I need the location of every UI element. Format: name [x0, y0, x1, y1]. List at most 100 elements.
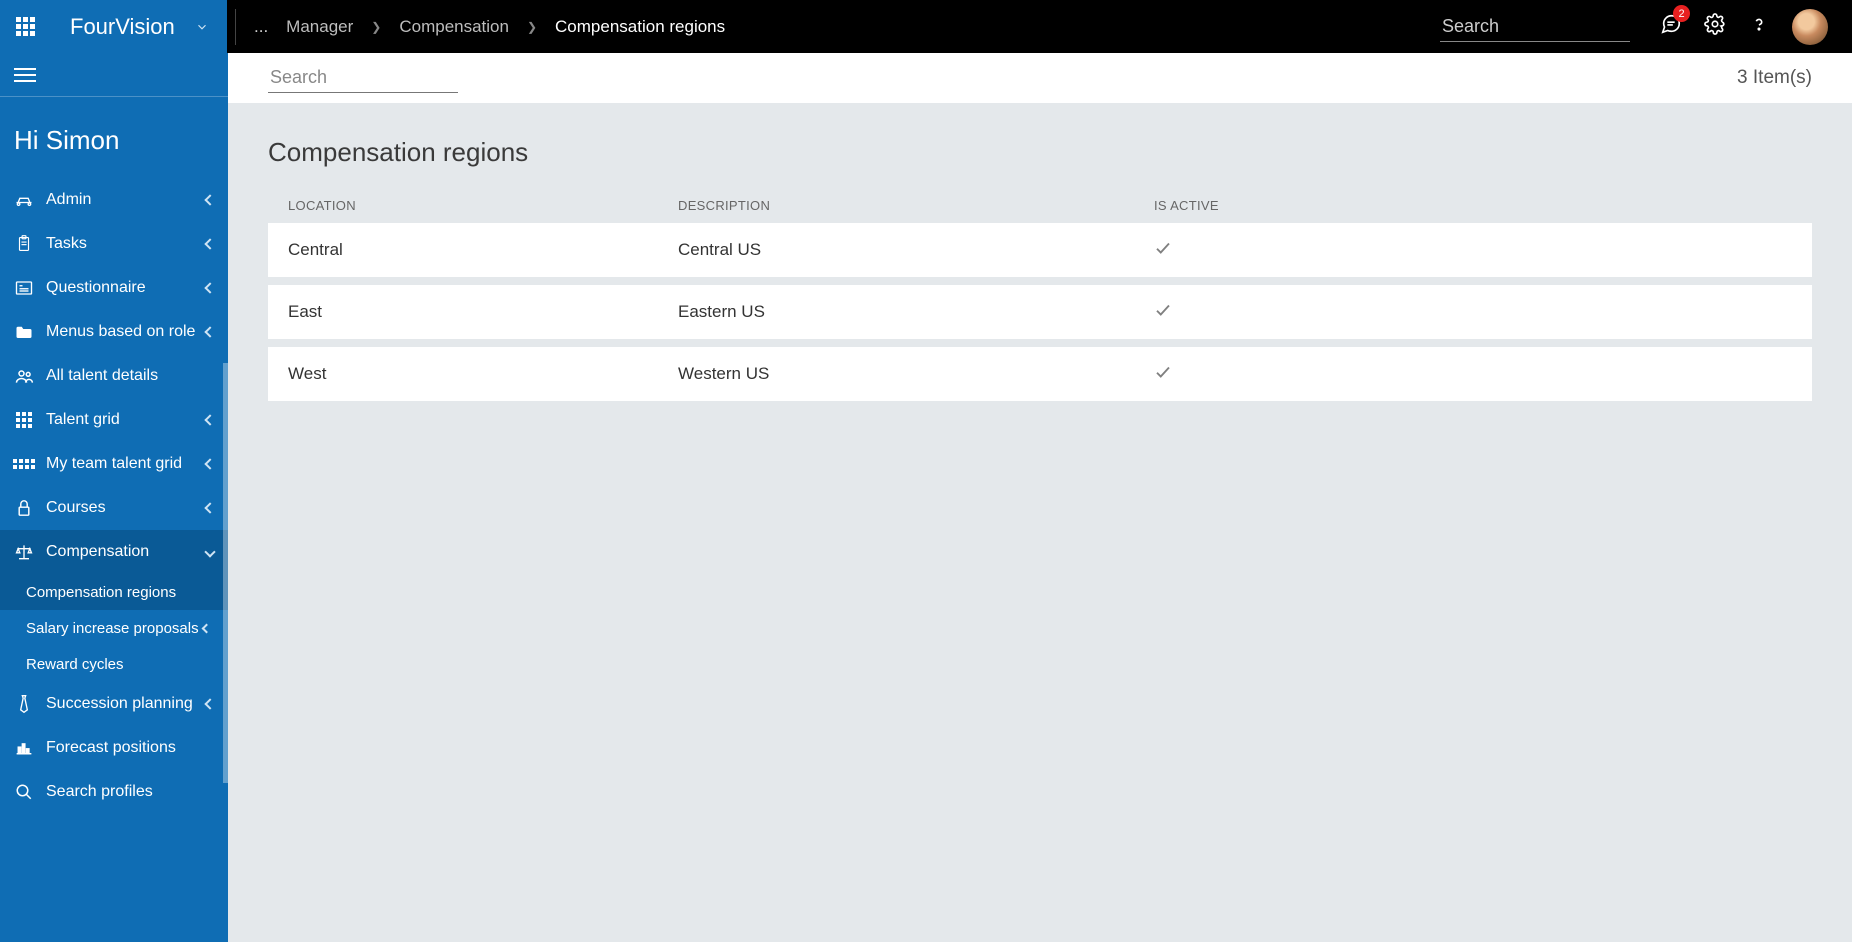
- sidebar-subitem-salary-proposals[interactable]: Salary increase proposals: [0, 610, 228, 646]
- gear-icon: [1704, 13, 1726, 35]
- brand-name: FourVision: [70, 14, 175, 40]
- filter-bar: 3 Item(s): [228, 53, 1852, 103]
- nav-label: Succession planning: [46, 695, 206, 713]
- chevron-left-icon: [204, 238, 215, 249]
- sidebar-item-team-grid[interactable]: My team talent grid: [0, 442, 228, 486]
- cell-location: West: [288, 364, 678, 384]
- breadcrumb-manager[interactable]: Manager: [286, 17, 353, 37]
- nav-label: Courses: [46, 499, 206, 517]
- chevron-down-icon: [195, 20, 209, 34]
- help-button[interactable]: [1748, 13, 1770, 40]
- cell-isactive: [1154, 363, 1792, 386]
- grid-header: LOCATION DESCRIPTION IS ACTIVE: [268, 188, 1812, 223]
- nav-label: Compensation: [46, 543, 206, 561]
- grid-wide-icon: [14, 454, 34, 474]
- sidebar-item-tasks[interactable]: Tasks: [0, 222, 228, 266]
- question-icon: [1748, 13, 1770, 35]
- nav-label: Tasks: [46, 235, 206, 253]
- cell-location: East: [288, 302, 678, 322]
- sidebar-item-all-talent[interactable]: All talent details: [0, 354, 228, 398]
- sidebar-toggle-row: [0, 53, 228, 97]
- chart-icon: [14, 738, 34, 758]
- cell-isactive: [1154, 239, 1792, 262]
- breadcrumb-current[interactable]: Compensation regions: [555, 17, 725, 37]
- tie-icon: [14, 694, 34, 714]
- clipboard-icon: [14, 234, 34, 254]
- scale-icon: [14, 542, 34, 562]
- nav-label: All talent details: [46, 367, 214, 385]
- sidebar-subitem-compensation-regions[interactable]: Compensation regions: [0, 574, 228, 610]
- table-row[interactable]: WestWestern US: [268, 347, 1812, 401]
- cell-description: Central US: [678, 240, 1154, 260]
- filter-search-input[interactable]: [268, 63, 458, 93]
- nav-label: Search profiles: [46, 783, 214, 801]
- table-row[interactable]: CentralCentral US: [268, 223, 1812, 277]
- divider: [235, 9, 236, 45]
- breadcrumb-ellipsis[interactable]: ...: [254, 17, 268, 37]
- brand-dropdown[interactable]: FourVision: [50, 0, 227, 53]
- top-icon-group: 2: [1630, 9, 1852, 45]
- sidebar-item-questionnaire[interactable]: Questionnaire: [0, 266, 228, 310]
- notifications-button[interactable]: 2: [1660, 13, 1682, 40]
- sidebar-item-forecast[interactable]: Forecast positions: [0, 726, 228, 770]
- subitem-label: Compensation regions: [26, 584, 176, 601]
- nav-label: My team talent grid: [46, 455, 206, 473]
- chevron-left-icon: [204, 698, 215, 709]
- cell-description: Western US: [678, 364, 1154, 384]
- column-header-description[interactable]: DESCRIPTION: [678, 198, 1154, 213]
- grid-body: CentralCentral US EastEastern US WestWeste…: [268, 223, 1812, 401]
- chevron-down-icon: [204, 546, 215, 557]
- sidebar-subitem-reward-cycles[interactable]: Reward cycles: [0, 646, 228, 682]
- sidebar-item-search-profiles[interactable]: Search profiles: [0, 770, 228, 814]
- notification-badge: 2: [1673, 5, 1690, 22]
- app-launcher[interactable]: [0, 0, 50, 53]
- sidebar-item-succession[interactable]: Succession planning: [0, 682, 228, 726]
- settings-button[interactable]: [1704, 13, 1726, 40]
- column-header-location[interactable]: LOCATION: [288, 198, 678, 213]
- chevron-left-icon: [204, 282, 215, 293]
- sidebar-item-courses[interactable]: Courses: [0, 486, 228, 530]
- cell-location: Central: [288, 240, 678, 260]
- table-row[interactable]: EastEastern US: [268, 285, 1812, 339]
- subitem-label: Salary increase proposals: [26, 620, 199, 637]
- user-avatar[interactable]: [1792, 9, 1828, 45]
- sidebar-item-admin[interactable]: Admin: [0, 178, 228, 222]
- grid-icon: [14, 410, 34, 430]
- sidebar: Hi Simon Admin Tasks Questionnaire Menus…: [0, 53, 228, 942]
- hamburger-button[interactable]: [14, 68, 36, 82]
- nav-label: Questionnaire: [46, 279, 206, 297]
- chevron-left-icon: [204, 194, 215, 205]
- nav-label: Menus based on role: [46, 323, 206, 341]
- subitem-label: Reward cycles: [26, 656, 124, 673]
- nav-label: Forecast positions: [46, 739, 214, 757]
- chevron-left-icon: [204, 502, 215, 513]
- folder-icon: [14, 322, 34, 342]
- chevron-left-icon: [204, 458, 215, 469]
- chevron-right-icon: ❯: [371, 20, 381, 34]
- checkmark-icon: [1154, 363, 1172, 381]
- form-icon: [14, 278, 34, 298]
- search-icon: [14, 782, 34, 802]
- chevron-left-icon: [204, 414, 215, 425]
- chevron-left-icon: [202, 623, 212, 633]
- scrollbar[interactable]: [223, 363, 228, 783]
- sidebar-item-compensation[interactable]: Compensation: [0, 530, 228, 574]
- layout: Hi Simon Admin Tasks Questionnaire Menus…: [0, 53, 1852, 942]
- greeting: Hi Simon: [0, 97, 228, 178]
- global-search-input[interactable]: [1440, 12, 1630, 42]
- topbar: FourVision ... Manager ❯ Compensation ❯ …: [0, 0, 1852, 53]
- content: Compensation regions LOCATION DESCRIPTIO…: [228, 103, 1852, 435]
- car-icon: [14, 190, 34, 210]
- breadcrumbs: ... Manager ❯ Compensation ❯ Compensatio…: [244, 17, 1440, 37]
- column-header-isactive[interactable]: IS ACTIVE: [1154, 198, 1792, 213]
- sidebar-item-menus[interactable]: Menus based on role: [0, 310, 228, 354]
- people-icon: [14, 366, 34, 386]
- item-count: 3 Item(s): [1737, 67, 1812, 89]
- nav-label: Admin: [46, 191, 206, 209]
- cell-description: Eastern US: [678, 302, 1154, 322]
- chevron-left-icon: [204, 326, 215, 337]
- breadcrumb-compensation[interactable]: Compensation: [399, 17, 509, 37]
- cell-isactive: [1154, 301, 1792, 324]
- sidebar-item-talent-grid[interactable]: Talent grid: [0, 398, 228, 442]
- checkmark-icon: [1154, 301, 1172, 319]
